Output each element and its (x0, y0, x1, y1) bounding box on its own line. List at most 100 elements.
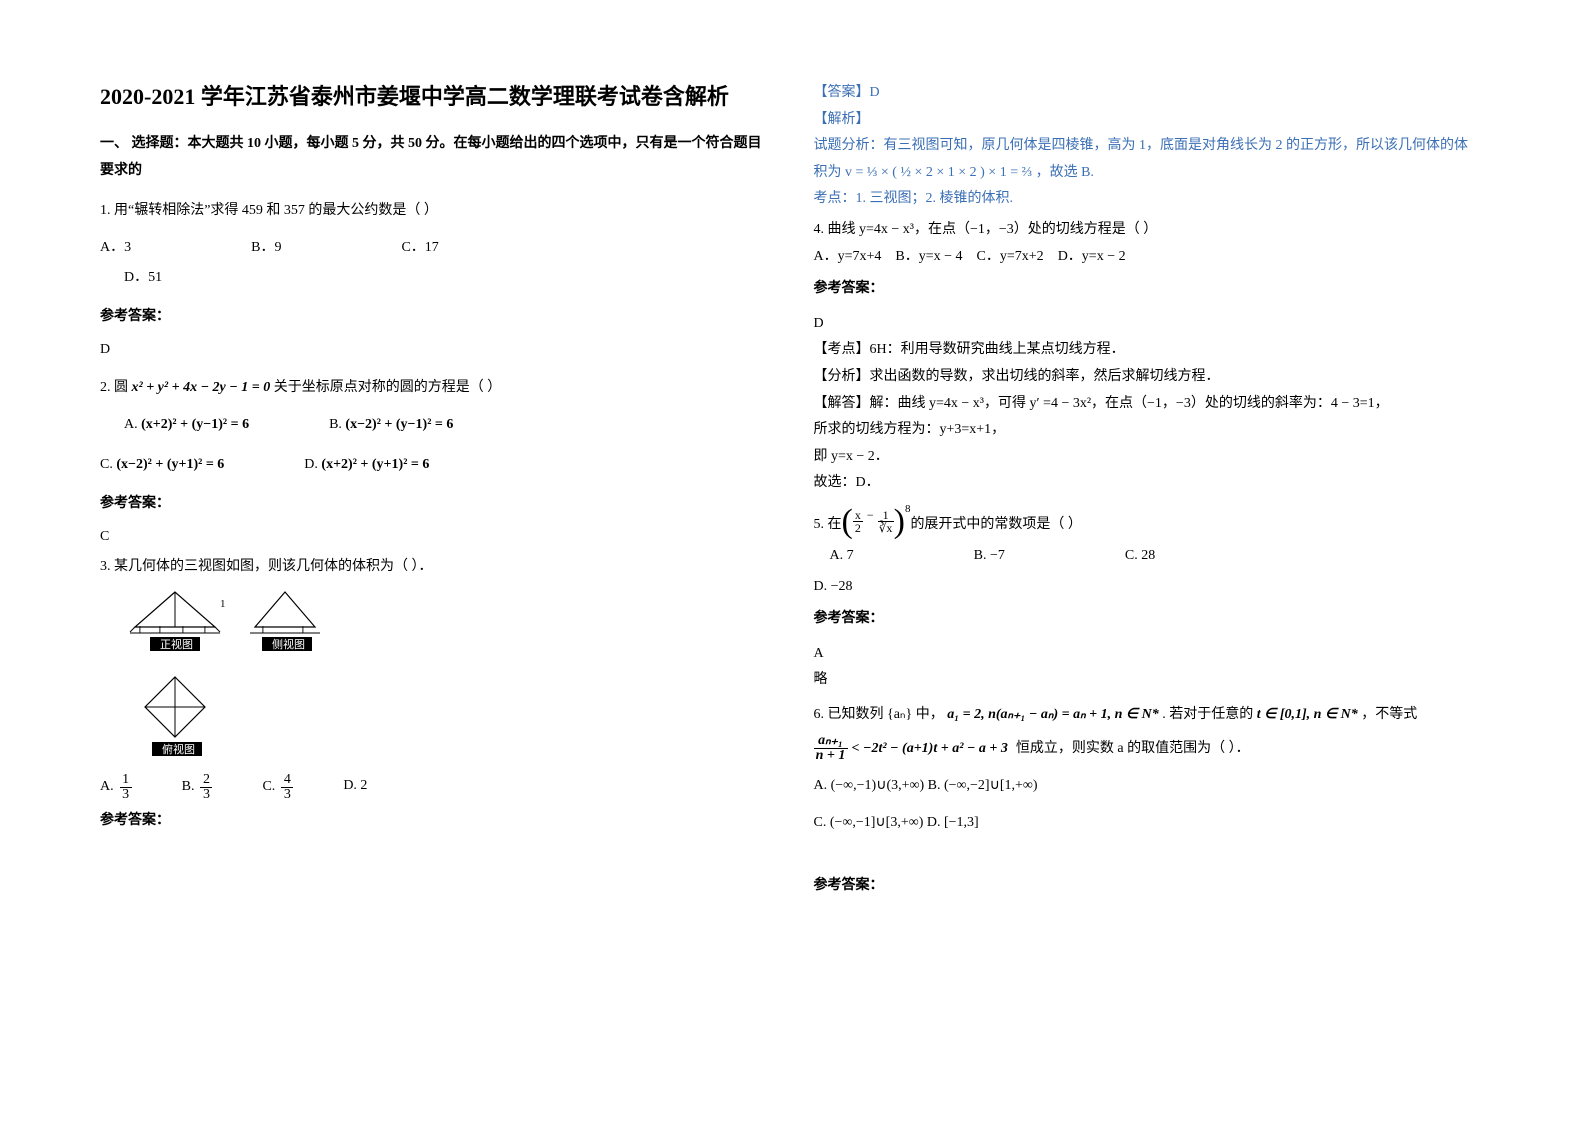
q5-lue: 略 (814, 667, 1488, 694)
q6-ans-label: 参考答案： (814, 873, 1488, 900)
q4-opt-c: C．y=7x+2 (977, 249, 1044, 264)
q2-opt-d: D. (x+2)² + (y+1)² = 6 (304, 452, 429, 479)
q6-stem-pre: 6. 已知数列 {aₙ} 中， (814, 707, 944, 722)
q1-ans-label: 参考答案： (100, 304, 774, 331)
q5-ans-label: 参考答案： (814, 606, 1488, 633)
side-view-label: 侧视图 (272, 637, 305, 651)
q2-opt-b: B. (x−2)² + (y−1)² = 6 (329, 412, 453, 439)
q4-jd2: 所求的切线方程为：y+3=x+1， (814, 417, 1488, 444)
q1-stem: 1. 用“辗转相除法”求得 459 和 357 的最大公约数是（ ） (100, 198, 774, 225)
q3-ans-tag: 【答案】D (814, 80, 1488, 107)
q3-opt-a: A. 1 3 (100, 773, 132, 802)
q4-options: A．y=7x+4 B．y=x − 4 C．y=7x+2 D．y=x − 2 (814, 244, 1488, 271)
q5-opts-row1: A. 7 B. −7 C. 28 (814, 543, 1488, 570)
svg-text:1: 1 (202, 624, 208, 636)
section-a-heading: 一、 选择题：本大题共 10 小题，每小题 5 分，共 50 分。在每小题给出的… (100, 131, 774, 184)
q4-opt-b: B．y=x − 4 (895, 249, 962, 264)
q6-stem-line1: 6. 已知数列 {aₙ} 中， a₁ = 2, n(aₙ₊₁ − aₙ) = a… (814, 702, 1488, 729)
q3-options: A. 1 3 B. 2 3 C. 4 (100, 773, 774, 802)
svg-text:1: 1 (137, 624, 143, 636)
q2-opt-c: C. (x−2)² + (y+1)² = 6 (100, 452, 224, 479)
svg-text:1: 1 (260, 624, 266, 636)
q5-stem-pre: 5. 在 (814, 512, 842, 539)
q5-opt-a: A. 7 (830, 543, 854, 570)
q2-opt-a-eq: (x+2)² + (y−1)² = 6 (141, 417, 249, 432)
q4-opt-d: D．y=x − 2 (1058, 249, 1126, 264)
q4-opt-a: A．y=7x+4 (814, 249, 882, 264)
q5-opt-c: C. 28 (1125, 543, 1155, 570)
q4-jd3: 即 y=x − 2． (814, 444, 1488, 471)
q1-opt-d: D．51 (100, 265, 774, 292)
q6-opts-ab: A. (−∞,−1)∪(3,+∞) B. (−∞,−2]∪[1,+∞) (814, 773, 1488, 800)
q3-analysis-2: 积为 v = ⅓ × ( ½ × 2 × 1 × 2 ) × 1 = ⅔ ，故选… (814, 160, 1488, 187)
q5-stem-post: 的展开式中的常数项是（ ） (910, 512, 1082, 539)
q3-analysis-1: 试题分析：有三视图可知，原几何体是四棱锥，高为 1，底面是对角线长为 2 的正方… (814, 133, 1488, 160)
q1-opt-a: A．3 (100, 235, 131, 262)
q4-ans-label: 参考答案： (814, 276, 1488, 303)
q6-lhs-num: aₙ₊₁ (818, 734, 843, 748)
q6-cond: a₁ = 2, n(aₙ₊₁ − aₙ) = aₙ + 1, n ∈ N* (947, 707, 1159, 722)
q6-rhs: < −2t² − (a+1)t + a² − a + 3 (852, 736, 1008, 763)
q5-opt-d: D. −28 (814, 574, 1488, 601)
column-left: 2020-2021 学年江苏省泰州市姜堰中学高二数学理联考试卷含解析 一、 选择… (100, 80, 774, 899)
q3-kaodian: 考点：1. 三视图；2. 棱锥的体积. (814, 186, 1488, 213)
q3-jiexi: 【解析】 (814, 107, 1488, 134)
top-view-label: 俯视图 (162, 742, 195, 756)
q2-opt-a: A. (x+2)² + (y−1)² = 6 (124, 412, 249, 439)
q1-options-row1: A．3 B．9 C．17 (100, 235, 774, 262)
front-view-label: 正视图 (160, 637, 193, 651)
q3-opt-d: D. 2 (343, 773, 367, 802)
q3-a-den: 3 (122, 788, 129, 802)
q4-jd1: 【解答】解：曲线 y=4x − x³，可得 y′ =4 − 3x²，在点（−1，… (814, 391, 1488, 418)
q2-stem-eq: x² + y² + 4x − 2y − 1 = 0 (132, 380, 271, 395)
svg-text:1: 1 (300, 624, 306, 636)
q5-opt-b: B. −7 (974, 543, 1005, 570)
q5-bigparen: ( x2 − 1∛x ) 8 (842, 505, 911, 539)
q3-ans-tag-label: 【答案】 (814, 85, 870, 100)
q6-lhs-den: n + 1 (816, 749, 846, 763)
q2-stem-pre: 2. 圆 (100, 380, 132, 395)
q4-stem: 4. 曲线 y=4x − x³，在点（−1，−3）处的切线方程是（ ） (814, 217, 1488, 244)
q2-opt-c-eq: (x−2)² + (y+1)² = 6 (116, 457, 224, 472)
q3-b-den: 3 (203, 788, 210, 802)
q6-tail: 恒成立，则实数 a 的取值范围为（ ）． (1016, 736, 1250, 763)
q3-ans-letter: D (870, 85, 880, 100)
q3-opt-b: B. 2 3 (182, 773, 213, 802)
q2-opt-c-pre: C. (100, 457, 113, 472)
q2-ans: C (100, 524, 774, 551)
q6-stem-mid: . 若对于任意的 (1162, 707, 1257, 722)
q4-kd: 【考点】6H：利用导数研究曲线上某点切线方程． (814, 337, 1488, 364)
q2-row2: C. (x−2)² + (y+1)² = 6 D. (x+2)² + (y+1)… (100, 452, 774, 479)
q5-ans: A (814, 641, 1488, 668)
q3-opt-c: C. 4 3 (262, 773, 293, 802)
q2-opt-b-eq: (x−2)² + (y−1)² = 6 (345, 417, 453, 432)
column-right: 【答案】D 【解析】 试题分析：有三视图可知，原几何体是四棱锥，高为 1，底面是… (814, 80, 1488, 899)
q3-three-views: 1 1 1 1 1 正视图 1 1 侧视图 (120, 587, 774, 767)
svg-text:1: 1 (180, 624, 186, 636)
q4-ans: D (814, 311, 1488, 338)
q6-ineq: aₙ₊₁ n + 1 < −2t² − (a+1)t + a² − a + 3 … (814, 734, 1488, 763)
q6-opts-cd: C. (−∞,−1]∪[3,+∞) D. [−1,3] (814, 810, 1488, 837)
q2-opt-b-pre: B. (329, 417, 342, 432)
page-root: 2020-2021 学年江苏省泰州市姜堰中学高二数学理联考试卷含解析 一、 选择… (0, 0, 1587, 939)
q3-b-num: 2 (203, 773, 210, 787)
svg-text:1: 1 (157, 624, 163, 636)
q2-stem-post: 关于坐标原点对称的圆的方程是（ ） (274, 380, 502, 395)
three-view-svg: 1 1 1 1 1 正视图 1 1 侧视图 (120, 587, 340, 767)
q2-row1: A. (x+2)² + (y−1)² = 6 B. (x−2)² + (y−1)… (100, 412, 774, 439)
q1-opt-c: C．17 (401, 235, 438, 262)
q2-ans-label: 参考答案： (100, 491, 774, 518)
q3-stem: 3. 某几何体的三视图如图，则该几何体的体积为（ ）． (100, 554, 774, 581)
q3-opt-b-pre: B. (182, 774, 195, 801)
q4-fx: 【分析】求出函数的导数，求出切线的斜率，然后求解切线方程． (814, 364, 1488, 391)
doc-title: 2020-2021 学年江苏省泰州市姜堰中学高二数学理联考试卷含解析 (100, 80, 774, 113)
q3-opt-c-pre: C. (262, 774, 275, 801)
q2-opt-d-eq: (x+2)² + (y+1)² = 6 (321, 457, 429, 472)
q6-tcond: t ∈ [0,1], n ∈ N* (1257, 707, 1358, 722)
q3-c-num: 4 (284, 773, 291, 787)
q1-opt-b: B．9 (251, 235, 281, 262)
q2-opt-a-pre: A. (124, 417, 138, 432)
q2-opt-d-pre: D. (304, 457, 318, 472)
q2-stem: 2. 圆 x² + y² + 4x − 2y − 1 = 0 关于坐标原点对称的… (100, 375, 774, 402)
q3-opt-a-pre: A. (100, 774, 114, 801)
